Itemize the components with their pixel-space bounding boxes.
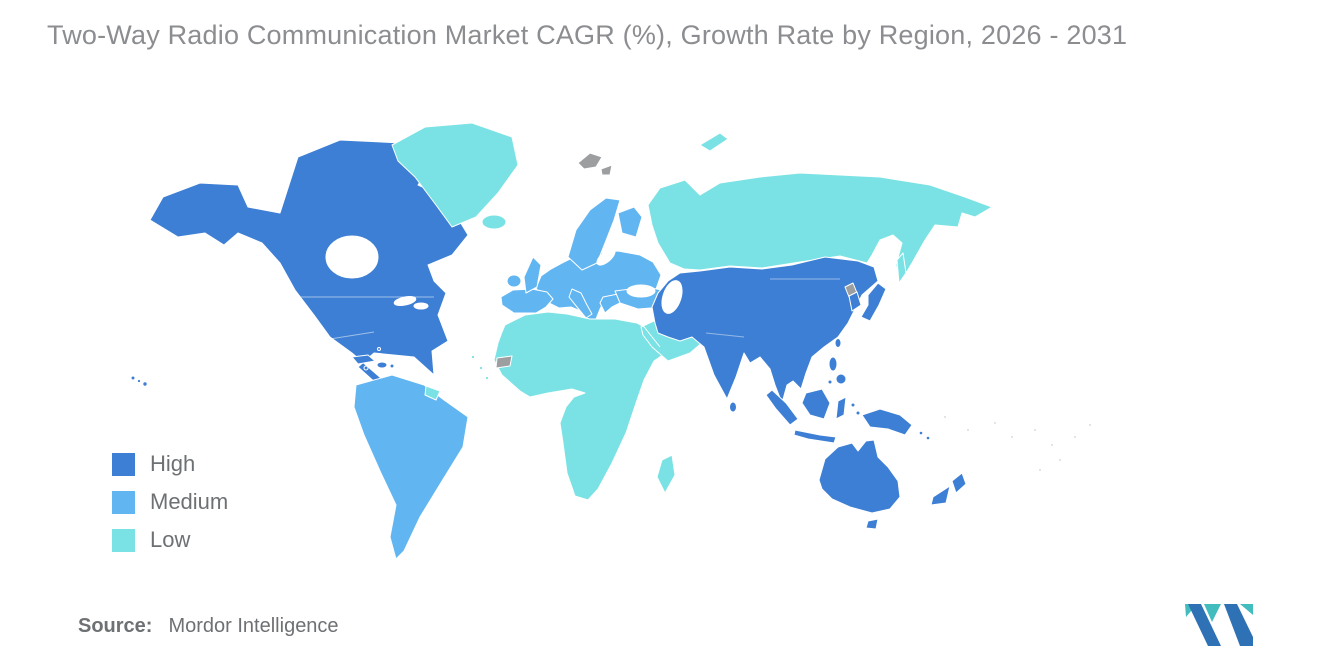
region-sulawesi xyxy=(835,396,847,420)
region-philippines-luzon xyxy=(828,356,838,372)
region-sri-lanka xyxy=(729,401,737,413)
region-western-sahara xyxy=(495,355,513,369)
legend-swatch-low xyxy=(112,528,135,552)
region-solomons-2 xyxy=(925,435,931,441)
red-sea xyxy=(640,322,661,348)
region-scandinavia xyxy=(567,197,621,271)
region-south-america xyxy=(353,374,469,560)
region-sumatra xyxy=(765,389,799,426)
region-russia xyxy=(647,172,993,284)
black-sea xyxy=(626,284,656,298)
world-choropleth-map xyxy=(130,122,1092,560)
region-south-korea xyxy=(848,291,862,312)
baltic-sea xyxy=(596,248,616,266)
hawaii xyxy=(130,375,136,381)
region-africa xyxy=(493,311,685,501)
region-guianas xyxy=(424,385,441,401)
bahamas xyxy=(377,347,381,351)
legend-swatch-medium xyxy=(112,490,135,514)
region-svalbard xyxy=(577,152,603,170)
legend: High Medium Low xyxy=(112,451,229,566)
legend-swatch-high xyxy=(112,452,135,476)
region-new-guinea xyxy=(861,408,913,436)
chart-title: Two-Way Radio Communication Market CAGR … xyxy=(47,20,1128,50)
region-hispaniola xyxy=(376,361,388,369)
source-line: Source: Mordor Intelligence xyxy=(78,615,339,638)
region-iceland xyxy=(481,214,507,230)
region-madagascar xyxy=(656,454,676,494)
region-solomons xyxy=(918,430,924,436)
region-australia xyxy=(818,439,901,514)
region-uk xyxy=(523,256,542,294)
region-java xyxy=(793,429,837,444)
region-borneo xyxy=(801,388,831,420)
legend-item-medium: Medium xyxy=(112,489,229,514)
source-value: Mordor Intelligence xyxy=(168,615,339,637)
region-novaya-zemlya xyxy=(699,132,729,152)
region-sakhalin xyxy=(896,252,907,284)
legend-item-high: High xyxy=(112,451,228,476)
great-lakes-east xyxy=(413,302,429,310)
us-mexico-border xyxy=(329,331,375,340)
atlantic-islands xyxy=(470,354,476,360)
region-japan xyxy=(860,282,887,322)
asia-internal-borders xyxy=(705,278,840,338)
source-label: Source: xyxy=(78,615,153,637)
caspian-sea xyxy=(661,280,683,314)
canary-islands xyxy=(478,365,484,371)
region-ireland xyxy=(506,274,522,288)
region-moluccas xyxy=(850,402,856,408)
region-iberia xyxy=(500,288,554,314)
region-asia-high xyxy=(651,256,879,404)
pacific-islands xyxy=(943,415,1092,472)
region-puerto-rico xyxy=(389,363,395,369)
region-tasmania xyxy=(865,518,879,530)
region-taiwan xyxy=(834,338,842,348)
hawaii-3 xyxy=(142,381,148,387)
region-north-america xyxy=(149,139,469,398)
region-philippines-mindanao xyxy=(835,373,847,385)
mordor-intelligence-logo-icon xyxy=(1185,604,1253,646)
region-greenland xyxy=(391,122,519,228)
region-moluccas-2 xyxy=(855,410,861,416)
cape-verde xyxy=(484,375,490,381)
legend-label-medium: Medium xyxy=(150,489,229,514)
hudson-bay xyxy=(325,235,379,279)
region-new-zealand-north xyxy=(951,472,967,494)
region-italy xyxy=(568,288,593,319)
region-cuba xyxy=(351,354,376,365)
gulf-of-california xyxy=(305,324,325,350)
region-finland xyxy=(617,206,643,238)
hawaii-2 xyxy=(136,378,142,384)
legend-item-low: Low xyxy=(112,527,228,552)
legend-label-high: High xyxy=(150,451,196,476)
region-svalbard-east xyxy=(600,164,613,176)
region-jamaica xyxy=(363,365,369,371)
region-new-zealand-south xyxy=(930,485,951,506)
legend-label-low: Low xyxy=(150,527,191,552)
region-philippines-visayas xyxy=(827,379,833,385)
